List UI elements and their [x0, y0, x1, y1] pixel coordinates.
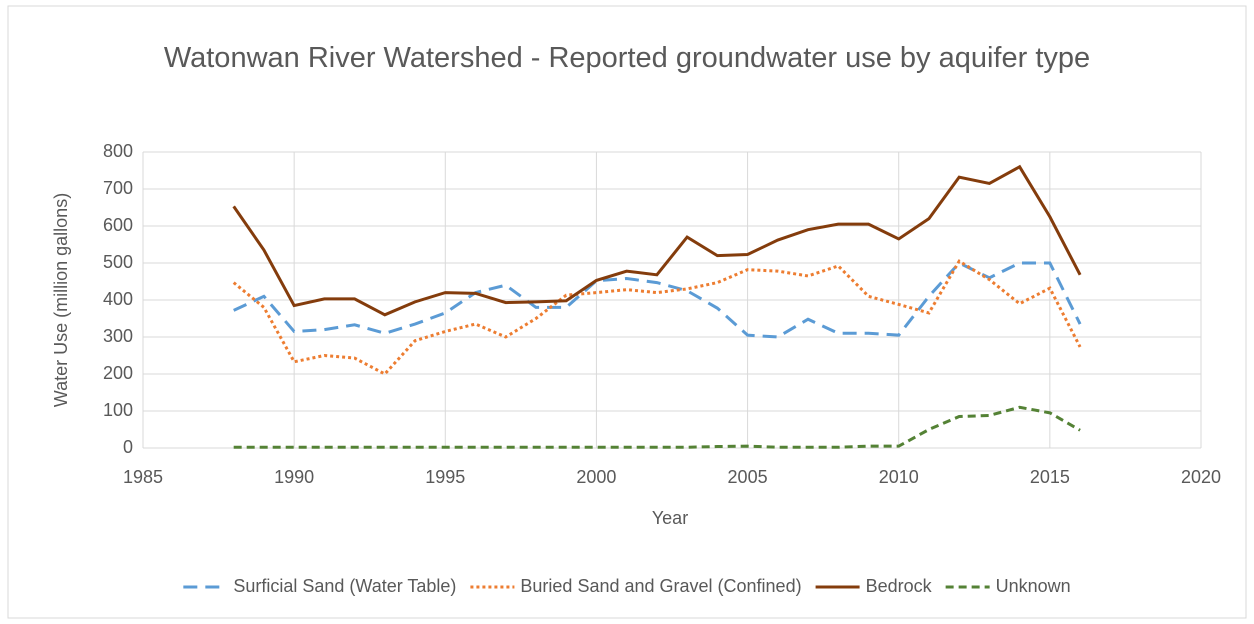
- x-tick-label: 2000: [576, 467, 616, 487]
- y-tick-label: 800: [103, 141, 133, 161]
- x-tick-label: 2020: [1181, 467, 1221, 487]
- y-tick-label: 100: [103, 400, 133, 420]
- x-tick-label: 1995: [425, 467, 465, 487]
- legend-label: Bedrock: [866, 576, 933, 596]
- x-tick-label: 1985: [123, 467, 163, 487]
- y-tick-label: 500: [103, 252, 133, 272]
- legend-label: Unknown: [996, 576, 1071, 596]
- y-tick-label: 400: [103, 289, 133, 309]
- x-tick-label: 2010: [879, 467, 919, 487]
- y-axis-label: Water Use (million gallons): [51, 193, 71, 407]
- y-tick-label: 600: [103, 215, 133, 235]
- x-tick-label: 1990: [274, 467, 314, 487]
- x-tick-label: 2005: [728, 467, 768, 487]
- y-tick-label: 300: [103, 326, 133, 346]
- chart-title: Watonwan River Watershed - Reported grou…: [163, 42, 1091, 74]
- x-tick-label: 2015: [1030, 467, 1070, 487]
- legend-label: Buried Sand and Gravel (Confined): [520, 576, 801, 596]
- series-line: [233, 261, 1082, 339]
- y-tick-label: 700: [103, 178, 133, 198]
- chart-title-box: Watonwan River Watershed - Reported grou…: [0, 38, 1254, 78]
- y-tick-label: 200: [103, 363, 133, 383]
- chart-border: [7, 5, 1247, 619]
- series-line: [232, 164, 1082, 317]
- series-line: [233, 405, 1081, 449]
- legend-label: Surficial Sand (Water Table): [233, 576, 456, 596]
- x-axis-label: Year: [652, 508, 688, 528]
- y-tick-label: 0: [123, 437, 133, 457]
